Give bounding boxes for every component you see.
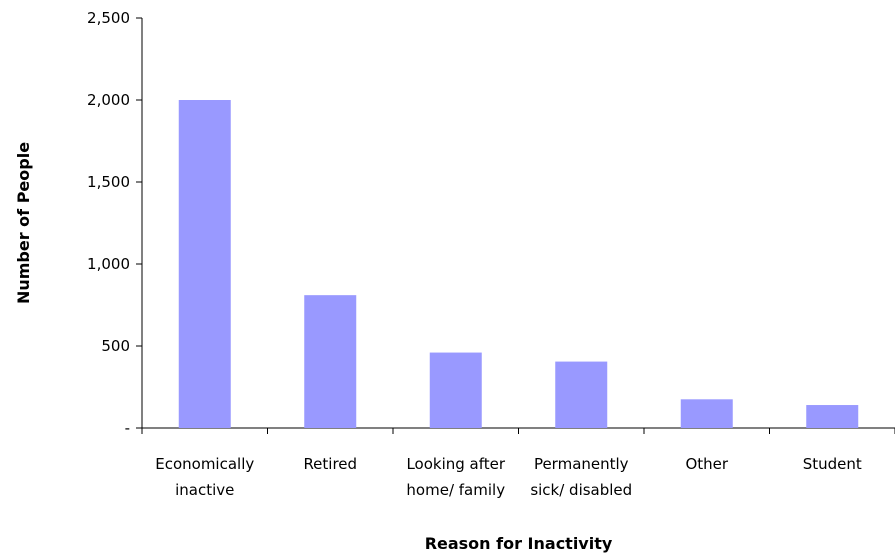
x-tick-label-line: Economically (155, 455, 254, 473)
bar (429, 352, 482, 428)
bars (178, 100, 859, 428)
y-axis-title: Number of People (14, 142, 33, 304)
y-tick-label: 2,500 (87, 9, 130, 27)
x-tick-label-line: Other (685, 455, 728, 473)
x-tick-label: Student (803, 455, 862, 473)
y-tick-label: 500 (101, 337, 130, 355)
x-tick-label-line: Permanently (534, 455, 629, 473)
y-tick-label: 1,500 (87, 173, 130, 191)
x-tick-label-line: home/ family (406, 481, 505, 499)
x-tick-label: Permanently sick/ disabled (530, 455, 632, 499)
y-axis: - 500 1,000 1,500 2,000 2,500 (87, 9, 143, 437)
y-tick-label: 2,000 (87, 91, 130, 109)
x-tick-label: Economically inactive (155, 455, 254, 499)
x-axis: Economically inactive Retired Looking after… (141, 427, 895, 499)
x-tick-label-line: Looking after (406, 455, 505, 473)
y-tick-label: - (125, 419, 130, 437)
bar (680, 399, 733, 428)
x-tick-label-line: inactive (175, 481, 234, 499)
y-tick-label: 1,000 (87, 255, 130, 273)
bar (806, 405, 859, 428)
bar (555, 361, 608, 428)
x-tick-label: Looking after home/ family (406, 455, 505, 499)
bar (178, 100, 231, 428)
x-tick-label: Other (685, 455, 728, 473)
bar (304, 295, 357, 428)
x-tick-label-line: Retired (303, 455, 357, 473)
x-tick-label: Retired (303, 455, 357, 473)
x-axis-title: Reason for Inactivity (425, 534, 613, 553)
x-tick-label-line: Student (803, 455, 862, 473)
x-tick-label-line: sick/ disabled (530, 481, 632, 499)
